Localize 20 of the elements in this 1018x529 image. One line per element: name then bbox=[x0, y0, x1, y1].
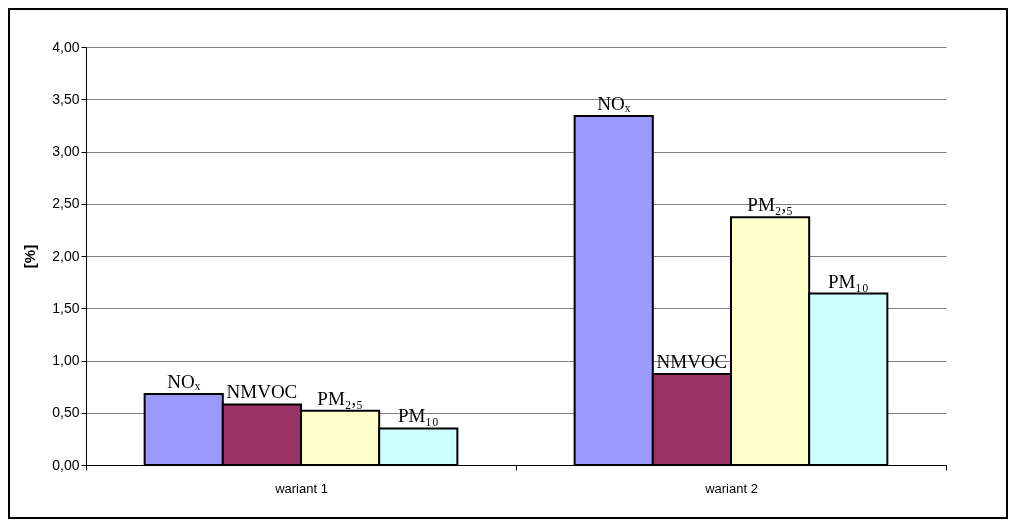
text: NMVOC bbox=[656, 351, 728, 373]
y-tick-label: 4,00 bbox=[52, 38, 80, 55]
text: NOₓ bbox=[597, 92, 631, 114]
y-tick-label: 3,50 bbox=[52, 90, 80, 107]
y-tick-label: 1,00 bbox=[52, 352, 80, 368]
y-tick-label: 2,00 bbox=[52, 247, 80, 264]
x-tick-label: wariant 1 bbox=[274, 480, 328, 496]
series-label: PM₁₀ bbox=[827, 270, 869, 292]
y-tick-label: 3,00 bbox=[52, 143, 80, 159]
y-tick-label: 0,00 bbox=[52, 456, 80, 473]
text: PM₁₀ bbox=[397, 405, 439, 427]
series-label: PM₂,₅ bbox=[747, 194, 793, 216]
y-tick-label: 2,50 bbox=[52, 195, 80, 212]
text: PM₂,₅ bbox=[317, 387, 363, 409]
series-label: NMVOC bbox=[226, 381, 298, 403]
y-tick-label: 0,50 bbox=[52, 404, 80, 421]
y-tick-label: 1,50 bbox=[52, 299, 80, 316]
series-label: NOₓ bbox=[167, 370, 201, 392]
x-tick-label: wariant 2 bbox=[704, 480, 758, 496]
y-axis-title: [%] bbox=[21, 244, 39, 269]
